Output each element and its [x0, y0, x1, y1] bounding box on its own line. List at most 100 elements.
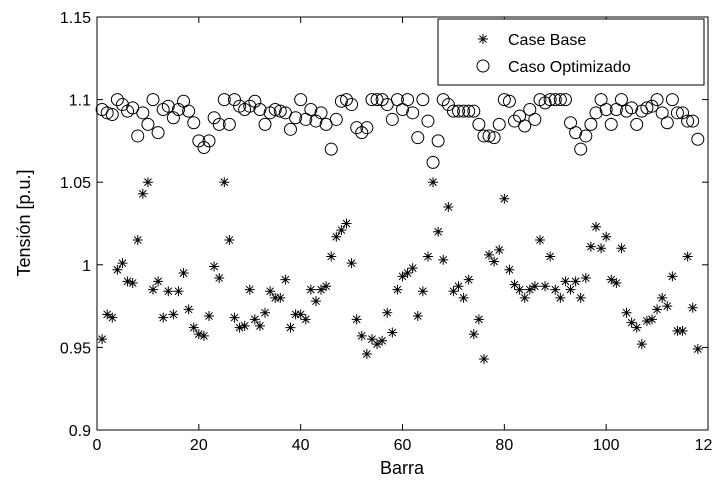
x-tick-label: 120	[695, 437, 713, 454]
asterisk-point	[214, 273, 225, 284]
circle-point	[599, 103, 613, 117]
asterisk-point	[239, 320, 250, 331]
circle-point	[497, 93, 511, 107]
asterisk-point	[372, 339, 383, 350]
asterisk-point	[611, 277, 622, 288]
asterisk-point	[377, 335, 388, 346]
circle-point	[482, 129, 496, 143]
asterisk-point	[438, 254, 449, 265]
x-tick-label: 40	[292, 437, 310, 454]
asterisk-point	[107, 312, 118, 323]
asterisk-point	[606, 274, 617, 285]
asterisk-point	[550, 284, 561, 295]
asterisk-point	[305, 284, 316, 295]
x-axis-label: Barra	[380, 458, 425, 478]
asterisk-point	[254, 320, 265, 331]
asterisk-point	[524, 284, 535, 295]
asterisk-point	[122, 276, 133, 287]
asterisk-point	[188, 322, 199, 333]
circle-point	[182, 104, 196, 118]
circle-point	[406, 106, 420, 120]
asterisk-point	[321, 281, 332, 292]
asterisk-point	[428, 177, 439, 188]
asterisk-point	[499, 193, 510, 204]
asterisk-point	[646, 314, 657, 325]
asterisk-point	[229, 312, 240, 323]
circle-point	[457, 104, 471, 118]
circle-point	[431, 134, 445, 148]
asterisk-point	[275, 292, 286, 303]
asterisk-point	[102, 309, 113, 320]
asterisk-point	[173, 286, 184, 297]
asterisk-point	[534, 235, 545, 246]
asterisk-point	[494, 244, 505, 255]
asterisk-point	[585, 241, 596, 252]
circle-point	[614, 93, 628, 107]
circle-point	[151, 126, 165, 140]
asterisk-point	[433, 226, 444, 237]
asterisk-point	[168, 309, 179, 320]
circle-point	[136, 106, 150, 120]
asterisk-point	[519, 292, 530, 303]
asterisk-point	[280, 274, 291, 285]
asterisk-point	[361, 349, 372, 360]
asterisk-point	[316, 284, 327, 295]
asterisk-point	[346, 258, 357, 269]
asterisk-point	[616, 243, 627, 254]
y-tick-label: 1.05	[60, 175, 91, 192]
asterisk-point	[657, 292, 668, 303]
circle-point	[329, 112, 343, 126]
circle-point	[324, 142, 338, 156]
circle-point	[339, 93, 353, 107]
asterisk-point	[382, 307, 393, 318]
circle-point	[202, 134, 216, 148]
circle-point	[650, 93, 664, 107]
circle-point	[645, 99, 659, 113]
circle-point	[569, 126, 583, 140]
asterisk-point	[529, 281, 540, 292]
circle-point	[548, 93, 562, 107]
circle-point	[553, 93, 567, 107]
circle-point	[589, 106, 603, 120]
circle-point	[558, 93, 572, 107]
asterisk-point	[540, 281, 551, 292]
circle-point	[217, 93, 231, 107]
circle-point	[360, 121, 374, 135]
circle-point	[411, 131, 425, 145]
x-tick-label: 60	[394, 437, 412, 454]
asterisk-point	[209, 261, 220, 272]
circle-point	[665, 93, 679, 107]
asterisk-point	[478, 353, 489, 364]
asterisk-point	[565, 284, 576, 295]
asterisk-point	[219, 177, 230, 188]
circle-point	[543, 93, 557, 107]
circle-point	[436, 93, 450, 107]
asterisk-point	[204, 311, 215, 322]
asterisk-point	[570, 276, 581, 287]
asterisk-point	[448, 286, 459, 297]
circle-point	[212, 117, 226, 131]
circle-point	[630, 117, 644, 131]
legend-marker	[476, 59, 490, 73]
asterisk-point	[198, 330, 209, 341]
circle-point	[691, 132, 705, 146]
asterisk-point	[392, 284, 403, 295]
circle-point	[462, 104, 476, 118]
legend-label: Caso Optimizado	[508, 59, 631, 76]
asterisk-point	[290, 309, 301, 320]
asterisk-point	[112, 264, 123, 275]
circle-point	[110, 93, 124, 107]
asterisk-point	[402, 268, 413, 279]
circle-point	[268, 103, 282, 117]
circle-point	[467, 104, 481, 118]
asterisk-point	[117, 258, 128, 269]
asterisk-point	[504, 264, 515, 275]
asterisk-point	[443, 201, 454, 212]
asterisk-point	[652, 304, 663, 315]
asterisk-point	[453, 281, 464, 292]
circle-point	[426, 155, 440, 169]
circle-point	[258, 117, 272, 131]
asterisk-point	[422, 251, 433, 262]
legend-marker	[478, 34, 488, 44]
